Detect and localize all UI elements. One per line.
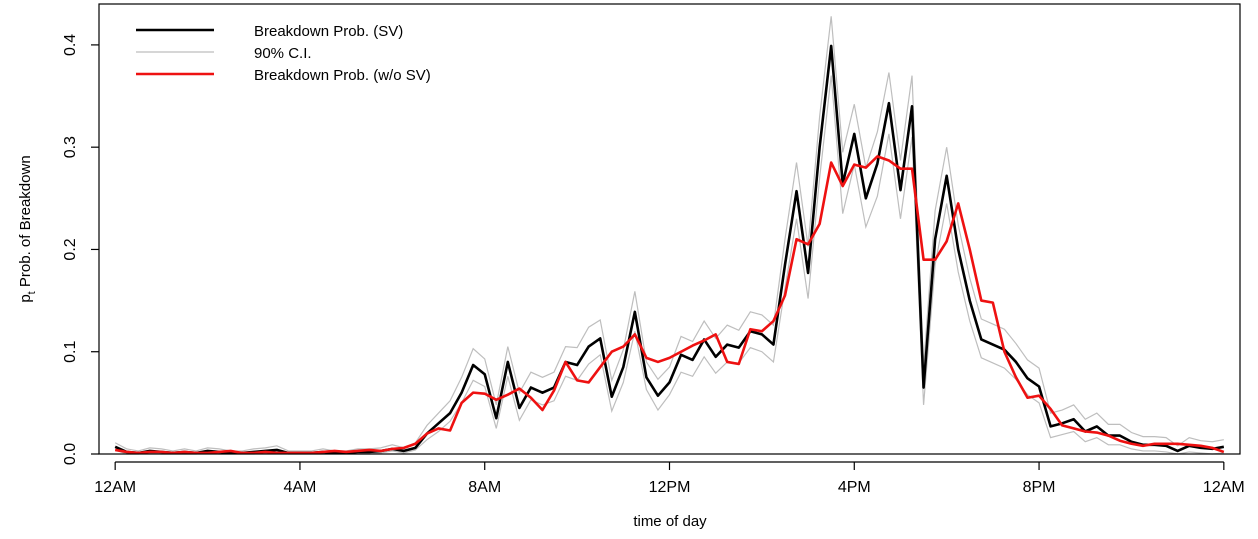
legend-label-ci: 90% C.I.	[254, 45, 312, 62]
y-axis-title: pt Prob. of Breakdown	[17, 155, 38, 302]
legend-label-sv: Breakdown Prob. (SV)	[254, 23, 403, 40]
series-line-sv	[114, 44, 1225, 455]
x-axis: 12AM 4AM 8AM 12PM 4PM 8PM 12AM	[94, 461, 1245, 496]
y-axis-title-subscript: t	[26, 291, 38, 294]
series-line-wo-sv	[114, 155, 1225, 455]
x-tick-label: 12AM	[1203, 479, 1245, 496]
y-tick-label: 0.3	[62, 136, 79, 158]
ci-lower-line	[114, 75, 1224, 455]
ci-upper-line	[114, 16, 1224, 452]
x-axis-title: time of day	[633, 513, 707, 530]
y-axis-title-prefix: p	[17, 294, 34, 302]
y-tick-label: 0.2	[62, 238, 79, 260]
legend-label-wo-sv: Breakdown Prob. (w/o SV)	[254, 67, 431, 84]
x-tick-label: 4AM	[283, 479, 316, 496]
plot-frame	[98, 3, 1241, 455]
x-tick-label: 8AM	[468, 479, 501, 496]
x-tick-label: 12PM	[649, 479, 691, 496]
x-tick-label: 12AM	[94, 479, 136, 496]
series-line-layer	[114, 44, 1225, 455]
y-axis-title-rest: Prob. of Breakdown	[17, 155, 34, 291]
y-tick-label: 0.0	[62, 443, 79, 465]
y-tick-label: 0.1	[62, 341, 79, 363]
y-tick-label: 0.4	[62, 34, 79, 56]
x-tick-label: 8PM	[1023, 479, 1056, 496]
legend: Breakdown Prob. (SV) 90% C.I. Breakdown …	[136, 23, 431, 84]
y-axis: 0.0 0.1 0.2 0.3 0.4	[62, 34, 99, 465]
x-tick-label: 4PM	[838, 479, 871, 496]
